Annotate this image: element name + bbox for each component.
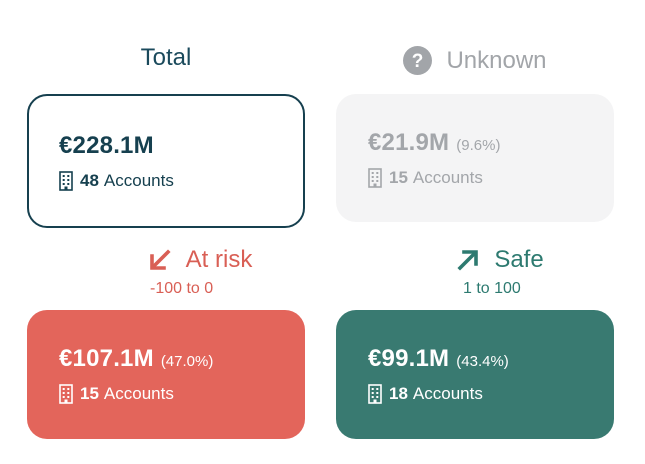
- safe-heading-label: Safe: [494, 246, 544, 273]
- unknown-heading: ? Unknown: [336, 46, 614, 75]
- building-icon: [59, 384, 73, 404]
- total-heading: Total: [27, 46, 305, 70]
- building-icon: [368, 384, 382, 404]
- at-risk-range: -100 to 0: [150, 280, 214, 297]
- at-risk-account-count: 15: [80, 384, 99, 403]
- at-risk-heading: At risk: [90, 248, 310, 272]
- at-risk-card[interactable]: €107.1M (47.0%) 15 Accounts: [27, 310, 305, 439]
- at-risk-accounts-label: Accounts: [103, 384, 174, 403]
- at-risk-amount: €107.1M: [59, 345, 154, 372]
- total-heading-label: Total: [140, 44, 192, 71]
- safe-heading: Safe: [400, 248, 600, 272]
- at-risk-heading-label: At risk: [185, 246, 253, 273]
- safe-accounts-label: Accounts: [412, 384, 483, 403]
- safe-amount: €99.1M: [368, 345, 450, 372]
- arrow-down-left-icon: [148, 248, 172, 272]
- svg-text:?: ?: [412, 51, 424, 72]
- total-card[interactable]: €228.1M 48 Accounts: [27, 94, 305, 228]
- unknown-heading-label: Unknown: [446, 46, 547, 74]
- unknown-percent: (9.6%): [456, 136, 501, 154]
- total-account-count: 48: [80, 170, 99, 190]
- unknown-accounts-label: Accounts: [412, 167, 483, 187]
- unknown-amount: €21.9M: [368, 128, 450, 156]
- safe-account-count: 18: [389, 384, 408, 403]
- building-icon: [368, 167, 382, 188]
- building-icon: [59, 170, 73, 191]
- arrow-up-right-icon: [456, 248, 480, 272]
- safe-percent: (43.4%): [456, 353, 509, 370]
- at-risk-percent: (47.0%): [160, 353, 214, 370]
- unknown-account-count: 15: [389, 167, 408, 187]
- total-accounts-label: Accounts: [103, 170, 174, 190]
- question-circle-icon: ?: [403, 46, 433, 75]
- safe-card[interactable]: €99.1M (43.4%) 18 Accounts: [336, 310, 614, 439]
- safe-range: 1 to 100: [463, 280, 521, 297]
- total-amount: €228.1M: [59, 131, 154, 159]
- unknown-card[interactable]: €21.9M (9.6%) 15 Accounts: [336, 94, 614, 222]
